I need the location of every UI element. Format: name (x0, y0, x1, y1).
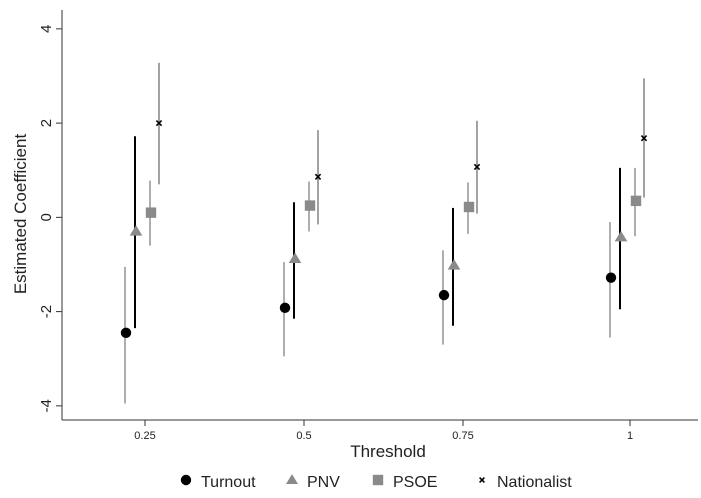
nationalist-point (155, 119, 163, 127)
psoe-point (463, 201, 475, 213)
psoe-point (304, 200, 316, 211)
turnout-point (605, 272, 617, 283)
nationalist-point (473, 163, 481, 171)
legend-label: PNV (307, 474, 340, 491)
legend-label: Turnout (201, 474, 256, 491)
pnv-point (614, 230, 628, 242)
x-tick-label: 1 (627, 430, 633, 442)
y-tick-label: -4 (38, 399, 55, 412)
nationalist-point (640, 135, 648, 142)
y-tick-label: 2 (38, 119, 55, 127)
nationalist-point (479, 477, 485, 483)
nationalist-point-stroke (640, 135, 648, 142)
psoe-point (372, 474, 384, 486)
y-tick-label: 0 (38, 213, 55, 221)
nationalist-point-stroke (314, 173, 322, 180)
pnv-point (286, 474, 298, 484)
y-tick-label: 4 (38, 25, 55, 33)
turnout-point (279, 302, 291, 314)
turnout-point (438, 289, 450, 301)
turnout-point (120, 327, 132, 339)
x-axis-label: Threshold (350, 442, 426, 461)
plot-marks (120, 62, 648, 404)
x-tick-label: 0.25 (134, 430, 155, 442)
turnout-point (180, 474, 192, 486)
legend: Turnout PNV PSOE Nationalist (180, 474, 572, 491)
nationalist-point-stroke (479, 477, 485, 483)
psoe-point (630, 195, 642, 207)
pnv-point (447, 259, 461, 270)
y-axis-label: Estimated Coefficient (11, 134, 30, 295)
nationalist-point-stroke (155, 119, 163, 127)
nationalist-point-stroke (473, 163, 481, 171)
y-tick-label: -2 (38, 305, 55, 318)
legend-label: Nationalist (497, 474, 572, 491)
nationalist-point (314, 173, 322, 180)
pnv-point (288, 252, 302, 264)
x-tick-label: 0.75 (452, 430, 473, 442)
legend-label: PSOE (393, 474, 437, 491)
axes: -4 -2 0 2 4 0.25 0.5 0.75 1 (38, 10, 698, 442)
psoe-point (145, 207, 157, 218)
pnv-point (129, 225, 143, 236)
x-tick-label: 0.5 (296, 430, 311, 442)
